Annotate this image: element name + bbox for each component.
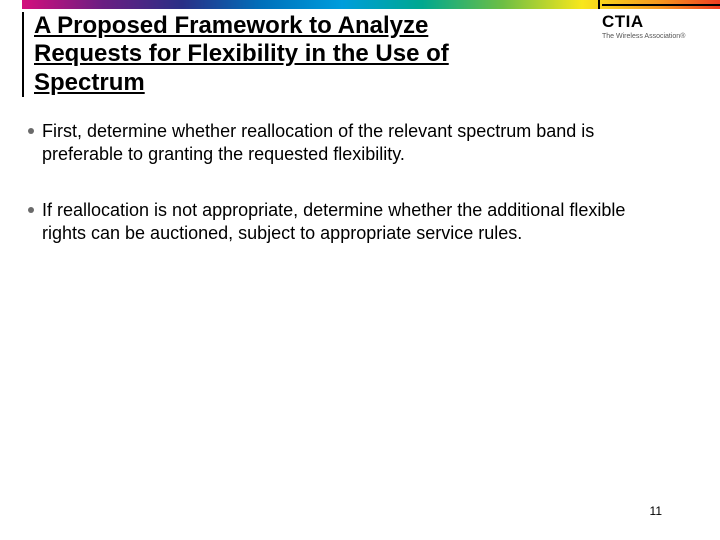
bullet-dot-icon bbox=[28, 128, 34, 134]
top-divider-horizontal bbox=[602, 4, 720, 6]
brand-logo: CTIA The Wireless Association® bbox=[602, 12, 710, 40]
slide-title: A Proposed Framework to Analyze Requests… bbox=[34, 12, 492, 97]
page-number: 11 bbox=[650, 504, 662, 518]
brand-logo-sub: The Wireless Association® bbox=[602, 33, 710, 40]
bullet-dot-icon bbox=[28, 207, 34, 213]
top-divider-vertical bbox=[598, 0, 600, 9]
bullet-text: First, determine whether reallocation of… bbox=[42, 120, 650, 165]
brand-logo-main: CTIA bbox=[602, 12, 710, 32]
bullet-text: If reallocation is not appropriate, dete… bbox=[42, 199, 650, 244]
title-block: A Proposed Framework to Analyze Requests… bbox=[22, 12, 492, 97]
slide: CTIA The Wireless Association® A Propose… bbox=[0, 0, 720, 540]
list-item: If reallocation is not appropriate, dete… bbox=[28, 199, 650, 244]
list-item: First, determine whether reallocation of… bbox=[28, 120, 650, 165]
body: First, determine whether reallocation of… bbox=[28, 120, 650, 244]
